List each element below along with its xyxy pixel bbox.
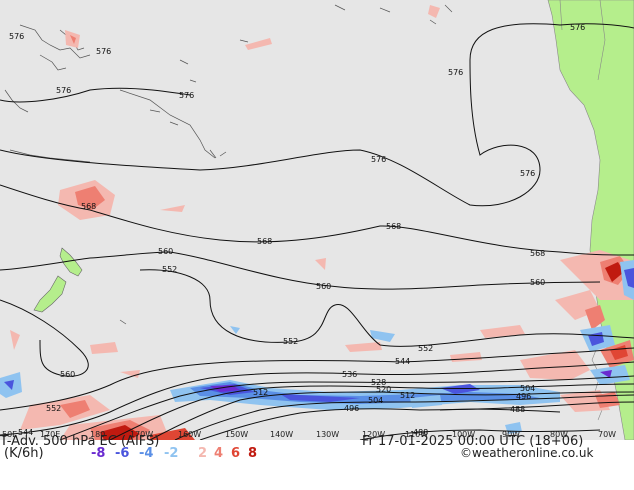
contour-label: 576 [448, 68, 463, 77]
lon-label: 150W [225, 430, 248, 439]
lon-label: 80W [550, 430, 568, 439]
map-title: T-Adv. 500 hPa EC (AIFS) [0, 434, 160, 449]
contour-label: 504 [520, 384, 535, 393]
contour-label: 488 [510, 405, 525, 414]
lon-label: 120W [362, 430, 385, 439]
contour-label: 552 [162, 265, 177, 274]
contour-label: 496 [344, 404, 359, 413]
lon-label: 110W [405, 430, 428, 439]
lon-label: 50E [2, 430, 17, 439]
contour-label: 552 [418, 344, 433, 353]
contour-label: 560 [60, 370, 75, 379]
scale-label: -6 [115, 446, 130, 461]
lon-label: 140W [270, 430, 293, 439]
contour-label: 560 [158, 247, 173, 256]
contour-label: 528 [371, 378, 386, 387]
new-zealand-north-island [59, 247, 83, 277]
contour-label: 576 [570, 23, 585, 32]
contour-label: 568 [257, 237, 272, 246]
contour-label: 576 [179, 91, 194, 100]
lon-label: 180 [90, 430, 105, 439]
lon-label: 90W [502, 430, 520, 439]
scale-label: 2 [198, 446, 208, 461]
contour-label: 504 [368, 396, 383, 405]
lon-label: 100W [452, 430, 475, 439]
contour-label: 568 [530, 249, 545, 258]
contour-label: 576 [371, 155, 386, 164]
lon-label: 130W [316, 430, 339, 439]
contour-label: 512 [253, 388, 268, 397]
advection-patches [0, 5, 634, 440]
south-america-land [547, 0, 634, 440]
contour-label: 552 [46, 404, 61, 413]
contour-label: 544 [18, 428, 33, 437]
scale-label: -2 [164, 446, 179, 461]
lon-label: 170W [130, 430, 153, 439]
contour-label: 576 [56, 86, 71, 95]
units-label: (K/6h) [4, 446, 44, 461]
weather-map: 50E 170E 180 170W 160W 150W 140W 130W 12… [0, 0, 634, 440]
longitude-labels: 50E 170E 180 170W 160W 150W 140W 130W 12… [2, 430, 616, 439]
scale-label: -4 [139, 446, 154, 461]
contour-label: 496 [516, 392, 531, 401]
contour-label: 576 [520, 169, 535, 178]
scale-label: -8 [91, 446, 106, 461]
contour-labels: 576 576 576 576 576 576 576 576 568 568 … [9, 23, 585, 437]
geopotential-contours [0, 23, 634, 440]
scale-label: 8 [248, 446, 258, 461]
contour-label: 544 [395, 357, 410, 366]
lon-label: 160W [178, 430, 201, 439]
contour-label: 576 [9, 32, 24, 41]
lon-label: 70W [598, 430, 616, 439]
contour-label: 568 [386, 222, 401, 231]
credit-link[interactable]: ©weatheronline.co.uk [460, 446, 594, 460]
contour-label: 512 [400, 391, 415, 400]
contour-label: 488 [413, 428, 428, 437]
contour-label: 552 [283, 337, 298, 346]
scale-label: 4 [214, 446, 224, 461]
lon-label: 170E [40, 430, 60, 439]
new-zealand-south-island [33, 275, 67, 313]
contour-label: 560 [530, 278, 545, 287]
contour-label: 568 [81, 202, 96, 211]
footer-panel: T-Adv. 500 hPa EC (AIFS) Fr 17-01-2025 0… [0, 434, 634, 490]
contour-label: 560 [316, 282, 331, 291]
contour-label: 576 [96, 47, 111, 56]
contour-label: 536 [342, 370, 357, 379]
valid-datetime: Fr 17-01-2025 00:00 UTC (18+06) [362, 434, 584, 449]
contour-label: 520 [376, 385, 391, 394]
scale-label: 6 [231, 446, 241, 461]
